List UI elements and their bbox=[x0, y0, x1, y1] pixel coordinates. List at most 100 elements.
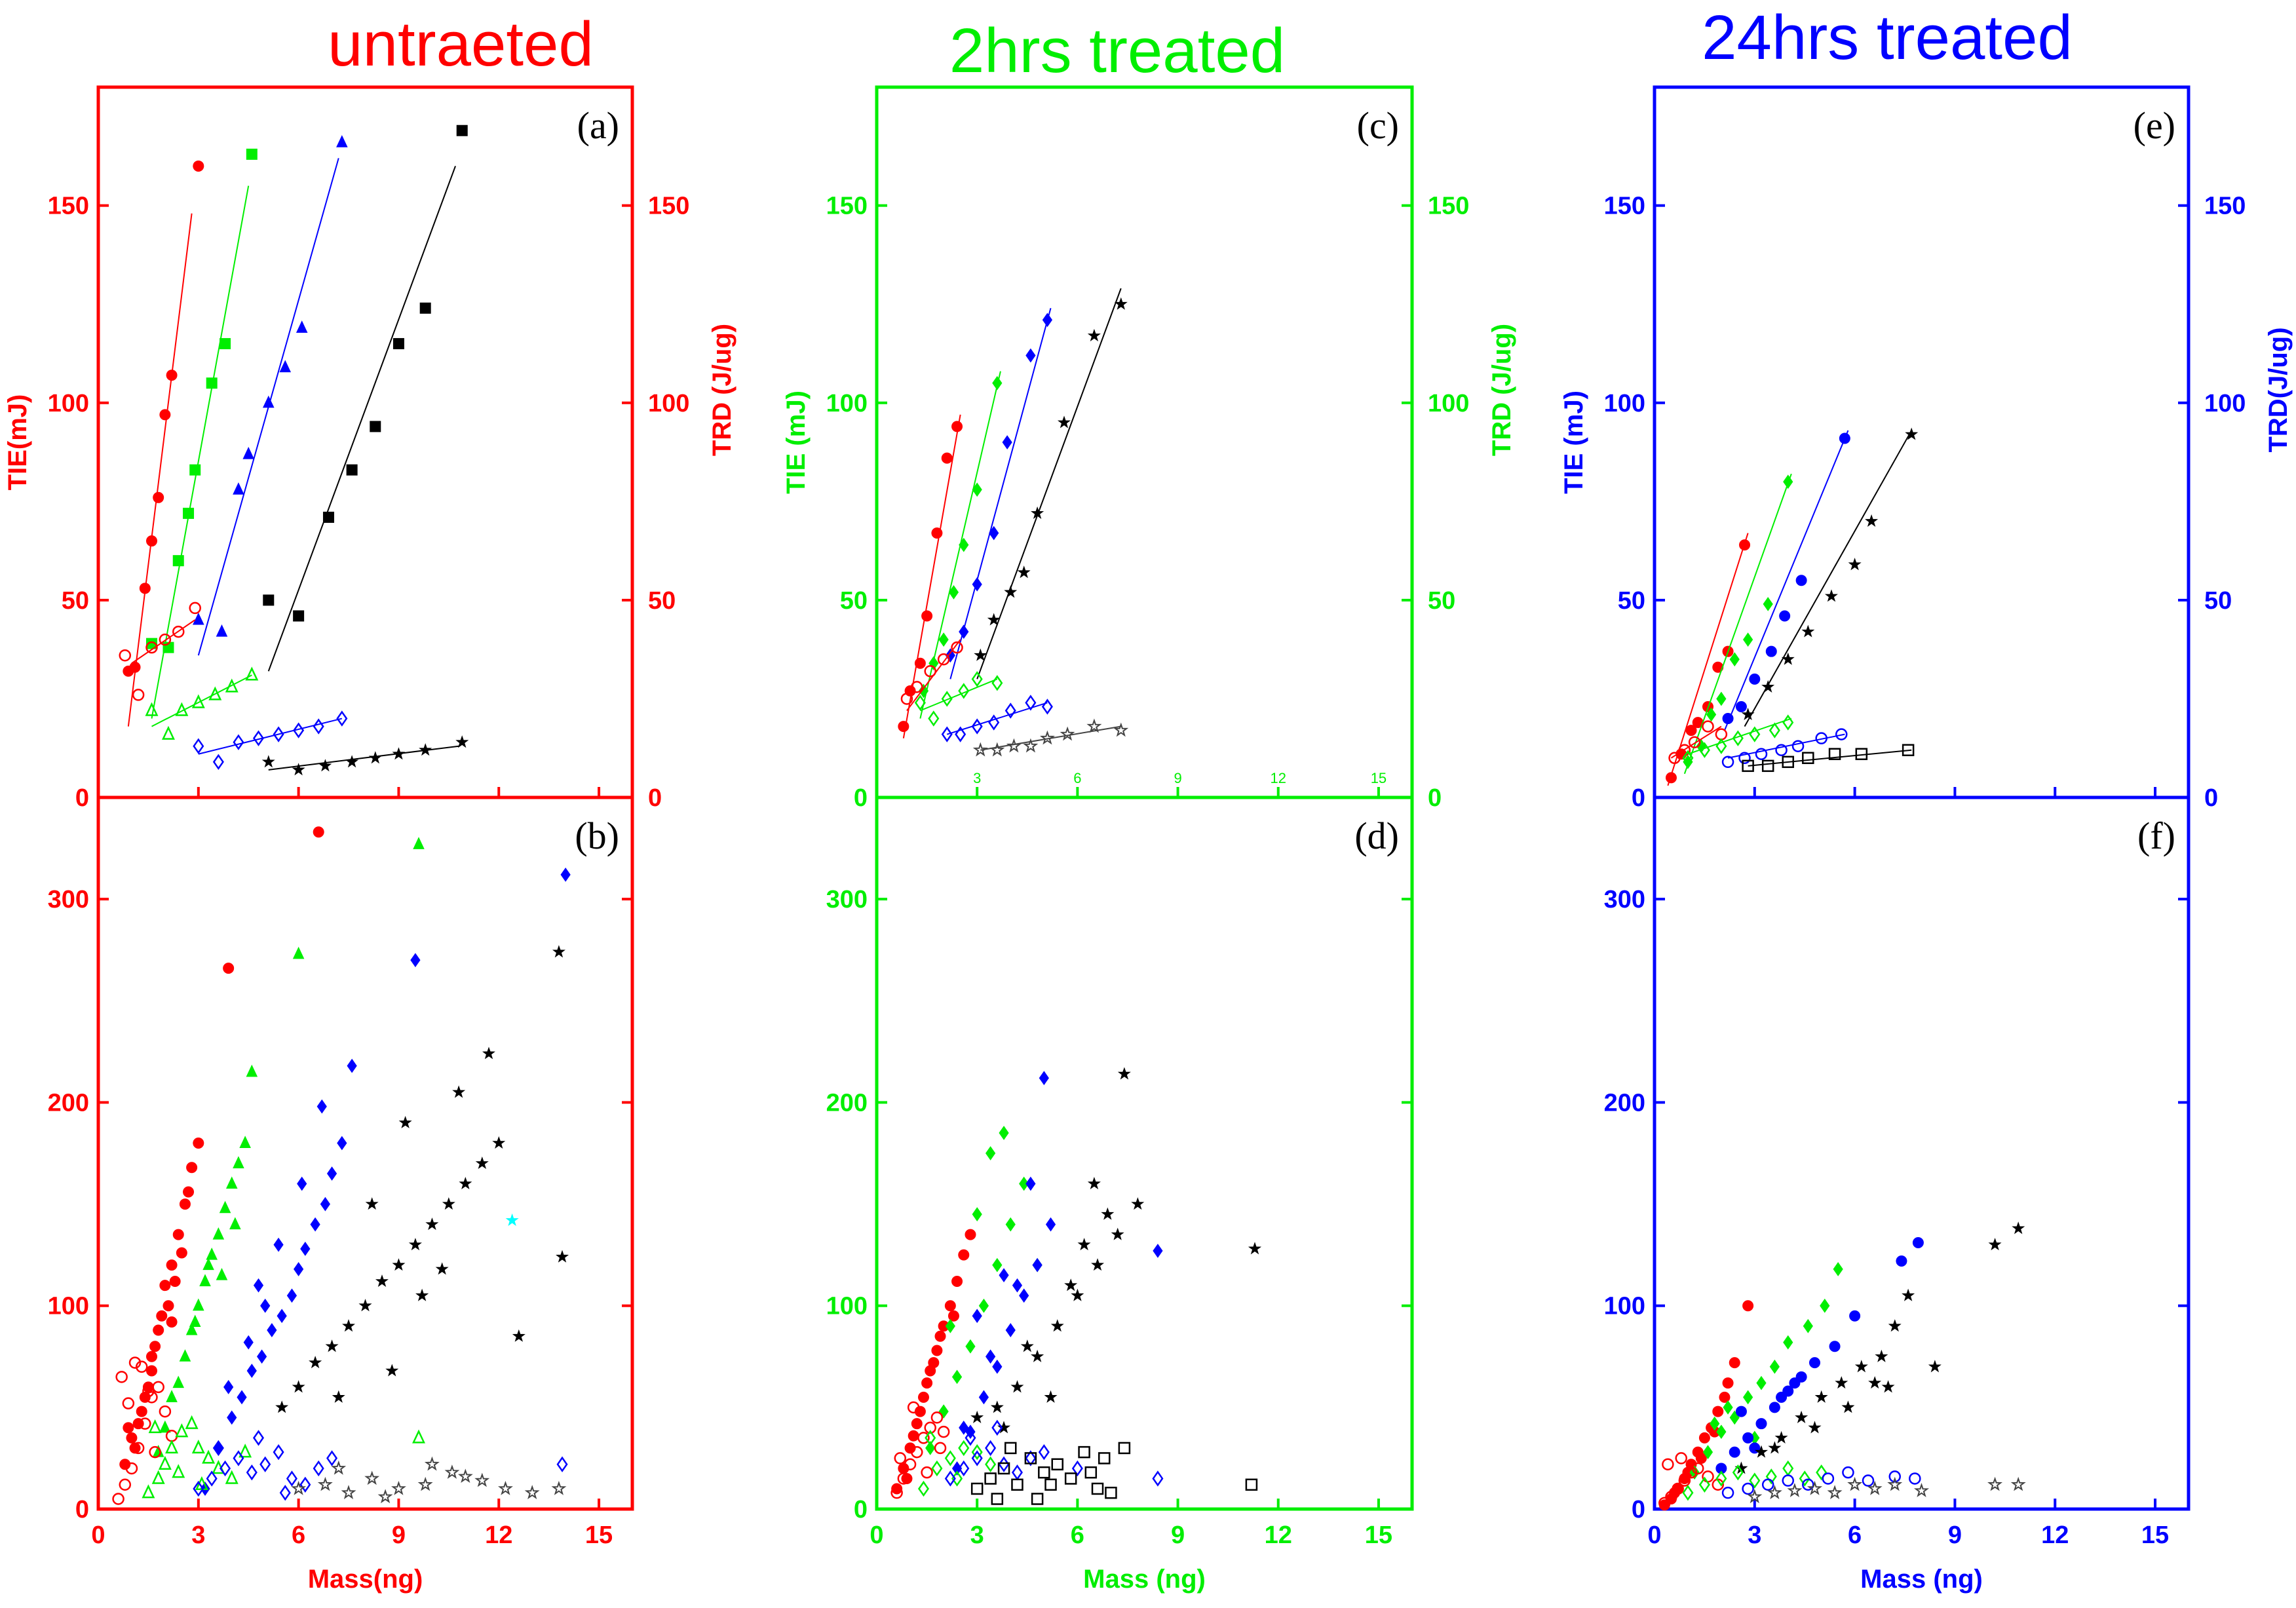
data-point bbox=[1038, 1466, 1050, 1479]
series-green-filled bbox=[152, 837, 425, 1457]
data-point bbox=[163, 1300, 174, 1312]
panel-e: 0 0 50 50 100 100 150 150 TIE (mJ) TRD(J/ug) (e) bbox=[1559, 85, 2293, 812]
data-point bbox=[1775, 744, 1788, 756]
series-trd-blue bbox=[1721, 728, 1848, 769]
y-tick-label: 50 bbox=[840, 587, 868, 615]
data-point bbox=[185, 1322, 198, 1335]
data-point bbox=[1702, 1470, 1714, 1483]
data-point bbox=[1842, 1466, 1854, 1479]
y-tick-label: 0 bbox=[75, 1496, 89, 1523]
data-point bbox=[1025, 695, 1037, 711]
data-point bbox=[944, 1450, 956, 1466]
data-point bbox=[475, 1156, 489, 1170]
data-point bbox=[392, 1258, 406, 1271]
fit-line bbox=[1667, 533, 1749, 786]
data-point bbox=[158, 1455, 172, 1470]
data-point bbox=[179, 1198, 191, 1210]
data-point bbox=[1719, 1391, 1731, 1403]
data-point bbox=[1248, 1242, 1262, 1255]
data-point bbox=[243, 1335, 254, 1350]
series-black-star bbox=[970, 1067, 1262, 1434]
data-point bbox=[1002, 435, 1012, 450]
data-point bbox=[1010, 1380, 1024, 1393]
data-point bbox=[1716, 691, 1727, 706]
data-point bbox=[259, 1456, 271, 1472]
data-point bbox=[172, 1464, 185, 1478]
data-point bbox=[206, 1247, 218, 1260]
data-point bbox=[1658, 1497, 1671, 1509]
series-green-filled bbox=[1689, 1261, 1843, 1480]
y-tick-label: 300 bbox=[48, 886, 89, 913]
data-point bbox=[412, 1429, 425, 1444]
data-point bbox=[1111, 1227, 1124, 1240]
data-point bbox=[1032, 1257, 1043, 1273]
data-point bbox=[193, 1480, 204, 1497]
data-point bbox=[175, 702, 189, 716]
data-point bbox=[122, 1397, 135, 1409]
data-point bbox=[1682, 750, 1694, 766]
data-point bbox=[267, 1323, 277, 1337]
fit-line bbox=[976, 288, 1122, 680]
y-tick-label: 200 bbox=[48, 1089, 89, 1117]
data-point bbox=[1031, 1349, 1044, 1362]
y-tick-label: 300 bbox=[826, 886, 868, 913]
data-point bbox=[1827, 1485, 1843, 1499]
data-point bbox=[1987, 1476, 2002, 1491]
data-point bbox=[415, 1288, 429, 1301]
data-point bbox=[921, 1466, 933, 1479]
x-tick-label: 12 bbox=[2041, 1522, 2069, 1549]
data-point bbox=[1087, 1176, 1101, 1190]
column-title-24hrs: 24hrs treated bbox=[1702, 3, 2073, 73]
data-point bbox=[1706, 707, 1717, 722]
data-point bbox=[291, 1480, 307, 1495]
data-point bbox=[1816, 1464, 1827, 1481]
data-point bbox=[1040, 730, 1055, 745]
data-point bbox=[292, 1380, 305, 1393]
data-point bbox=[911, 1445, 923, 1459]
data-point bbox=[377, 1489, 393, 1504]
data-point bbox=[159, 1420, 171, 1433]
data-point bbox=[246, 1464, 258, 1481]
data-point bbox=[419, 302, 431, 314]
data-point bbox=[1795, 575, 1807, 586]
data-point bbox=[911, 1418, 923, 1430]
series-tie-green bbox=[146, 148, 258, 719]
data-point bbox=[1815, 732, 1827, 744]
data-point bbox=[246, 1364, 257, 1378]
data-point bbox=[955, 726, 966, 742]
data-point bbox=[1715, 1463, 1727, 1474]
data-point bbox=[944, 1300, 956, 1312]
data-point bbox=[292, 763, 305, 776]
data-point bbox=[1678, 1474, 1691, 1487]
data-point bbox=[1782, 1460, 1794, 1477]
data-point bbox=[914, 657, 926, 669]
data-point bbox=[172, 1375, 185, 1388]
y-axis-label-left: TIE (mJ) bbox=[782, 391, 811, 494]
data-point bbox=[1782, 714, 1794, 731]
data-point bbox=[1688, 736, 1701, 748]
series-red-filled bbox=[119, 826, 324, 1470]
data-point bbox=[1802, 1478, 1814, 1491]
data-point bbox=[119, 649, 131, 662]
data-point bbox=[165, 1430, 178, 1442]
data-point bbox=[442, 1197, 455, 1210]
x-tick-label: 9 bbox=[1948, 1522, 1962, 1549]
data-point bbox=[1828, 748, 1841, 761]
data-point bbox=[1742, 759, 1754, 773]
x-tick-label: 12 bbox=[1265, 1522, 1292, 1549]
data-point bbox=[1902, 1288, 1915, 1301]
data-point bbox=[183, 507, 195, 519]
y-axis-label-right: TRD (J/ug) bbox=[708, 324, 737, 456]
data-point bbox=[126, 1432, 138, 1444]
data-point bbox=[891, 1483, 903, 1495]
data-point bbox=[392, 337, 404, 349]
data-point bbox=[342, 1319, 356, 1332]
data-point bbox=[1114, 297, 1128, 310]
data-point bbox=[273, 1444, 284, 1461]
data-point bbox=[331, 1460, 347, 1475]
data-point bbox=[309, 1356, 322, 1369]
y-axis-label-left: TIE(mJ) bbox=[3, 394, 32, 491]
data-point bbox=[928, 710, 940, 727]
data-point bbox=[119, 1478, 131, 1491]
data-point bbox=[1051, 1458, 1063, 1470]
